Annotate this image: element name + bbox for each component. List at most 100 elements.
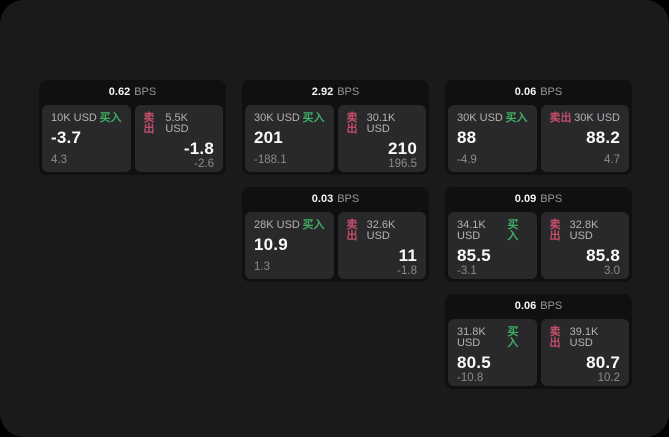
quote-card: 2.92 BPS 30K USD 买入 201 -188.1 卖出 30.1K … <box>242 80 429 175</box>
quote-panels: 34.1K USD 买入 85.5 -3.1 卖出 32.8K USD 85.8… <box>445 212 632 282</box>
sell-amount: 30K USD <box>574 112 620 124</box>
bps-value: 0.62 <box>108 86 131 98</box>
buy-panel[interactable]: 34.1K USD 买入 85.5 -3.1 <box>448 212 537 279</box>
sell-panel[interactable]: 卖出 39.1K USD 80.7 10.2 <box>540 319 629 386</box>
bps-unit-label: BPS <box>540 300 563 312</box>
buy-price: 85.5 <box>457 246 491 265</box>
quote-card: 0.62 BPS 10K USD 买入 -3.7 4.3 卖出 5.5K USD… <box>39 80 226 175</box>
sell-side-label: 卖出 <box>549 112 572 124</box>
sell-amount: 30.1K USD <box>366 112 396 135</box>
buy-panel-top: 10K USD 买入 <box>51 113 122 124</box>
buy-panel-top: 34.1K USD 买入 <box>457 220 528 242</box>
buy-amount: 34.1K USD <box>457 219 486 242</box>
card-header: 0.06 BPS <box>445 80 632 105</box>
sell-panel[interactable]: 卖出 5.5K USD -1.8 -2.6 <box>134 105 223 172</box>
sell-change: -1.8 <box>397 264 417 277</box>
sell-panel-top: 卖出 32.6K USD <box>347 220 418 242</box>
bps-unit-label: BPS <box>540 193 563 205</box>
sell-amount: 32.6K USD <box>366 219 396 242</box>
sell-change: 4.7 <box>604 153 620 166</box>
buy-panel-top: 30K USD 买入 <box>254 113 325 124</box>
buy-change: -188.1 <box>254 153 287 166</box>
bps-value: 0.06 <box>514 86 537 98</box>
sell-side-label: 卖出 <box>549 219 561 242</box>
buy-panel-top: 30K USD 买入 <box>457 113 528 124</box>
sell-price: -1.8 <box>183 139 214 158</box>
sell-price: 88.2 <box>586 128 620 147</box>
quote-panels: 31.8K USD 买入 80.5 -10.8 卖出 39.1K USD 80.… <box>445 319 632 389</box>
sell-amount: 32.8K USD <box>569 219 599 242</box>
buy-change: -10.8 <box>457 371 484 384</box>
buy-amount: 28K USD <box>254 219 300 231</box>
quote-panels: 28K USD 买入 10.9 1.3 卖出 32.6K USD 11 -1.8 <box>242 212 429 282</box>
sell-amount: 5.5K USD <box>165 112 189 135</box>
buy-panel[interactable]: 28K USD 买入 10.9 1.3 <box>245 212 334 279</box>
sell-change: -2.6 <box>194 157 214 170</box>
buy-side-label: 买入 <box>302 219 325 231</box>
bps-unit-label: BPS <box>540 86 563 98</box>
quote-panels: 10K USD 买入 -3.7 4.3 卖出 5.5K USD -1.8 -2.… <box>39 105 226 175</box>
buy-change: -3.1 <box>457 264 477 277</box>
sell-panel-top: 卖出 30.1K USD <box>347 113 418 135</box>
sell-panel-top: 卖出 30K USD <box>550 113 621 124</box>
buy-price: 88 <box>457 128 477 147</box>
bps-value: 2.92 <box>311 86 334 98</box>
quote-card: 0.06 BPS 31.8K USD 买入 80.5 -10.8 卖出 39.1… <box>445 294 632 389</box>
sell-panel-top: 卖出 32.8K USD <box>550 220 621 242</box>
buy-side-label: 买入 <box>505 112 528 124</box>
card-header: 0.09 BPS <box>445 187 632 212</box>
sell-price: 85.8 <box>586 246 620 265</box>
bps-value: 0.09 <box>514 193 537 205</box>
sell-panel-top: 卖出 5.5K USD <box>144 113 215 135</box>
buy-change: -4.9 <box>457 153 477 166</box>
buy-change: 1.3 <box>254 260 270 273</box>
sell-panel-top: 卖出 39.1K USD <box>550 327 621 349</box>
buy-panel[interactable]: 31.8K USD 买入 80.5 -10.8 <box>448 319 537 386</box>
buy-price: 80.5 <box>457 353 491 372</box>
bps-unit-label: BPS <box>337 193 360 205</box>
bps-value: 0.06 <box>514 300 537 312</box>
bps-unit-label: BPS <box>134 86 157 98</box>
buy-amount: 31.8K USD <box>457 326 486 349</box>
sell-side-label: 卖出 <box>346 112 358 135</box>
sell-panel[interactable]: 卖出 32.6K USD 11 -1.8 <box>337 212 426 279</box>
card-header: 0.03 BPS <box>242 187 429 212</box>
card-header: 0.62 BPS <box>39 80 226 105</box>
buy-panel[interactable]: 30K USD 买入 201 -188.1 <box>245 105 334 172</box>
quote-panels: 30K USD 买入 88 -4.9 卖出 30K USD 88.2 4.7 <box>445 105 632 175</box>
sell-change: 196.5 <box>388 157 417 170</box>
quote-card: 0.03 BPS 28K USD 买入 10.9 1.3 卖出 32.6K US… <box>242 187 429 282</box>
buy-amount: 30K USD <box>457 112 503 124</box>
sell-price: 80.7 <box>586 353 620 372</box>
sell-side-label: 卖出 <box>549 326 561 349</box>
sell-change: 10.2 <box>597 371 620 384</box>
buy-amount: 10K USD <box>51 112 97 124</box>
quote-card: 0.09 BPS 34.1K USD 买入 85.5 -3.1 卖出 32.8K… <box>445 187 632 282</box>
buy-side-label: 买入 <box>302 112 325 124</box>
buy-panel[interactable]: 10K USD 买入 -3.7 4.3 <box>42 105 131 172</box>
cards-grid: 0.62 BPS 10K USD 买入 -3.7 4.3 卖出 5.5K USD… <box>39 80 632 389</box>
quote-panels: 30K USD 买入 201 -188.1 卖出 30.1K USD 210 1… <box>242 105 429 175</box>
sell-panel[interactable]: 卖出 30K USD 88.2 4.7 <box>540 105 629 172</box>
buy-panel-top: 28K USD 买入 <box>254 220 325 231</box>
card-header: 2.92 BPS <box>242 80 429 105</box>
sell-panel[interactable]: 卖出 32.8K USD 85.8 3.0 <box>540 212 629 279</box>
buy-price: 201 <box>254 128 283 147</box>
bps-unit-label: BPS <box>337 86 360 98</box>
sell-price: 210 <box>388 139 417 158</box>
card-header: 0.06 BPS <box>445 294 632 319</box>
buy-price: -3.7 <box>51 128 82 147</box>
buy-panel[interactable]: 30K USD 买入 88 -4.9 <box>448 105 537 172</box>
quote-card: 0.06 BPS 30K USD 买入 88 -4.9 卖出 30K USD 8… <box>445 80 632 175</box>
bps-value: 0.03 <box>311 193 334 205</box>
buy-price: 10.9 <box>254 235 288 254</box>
sell-side-label: 卖出 <box>143 112 155 135</box>
buy-side-label: 买入 <box>507 219 519 242</box>
sell-panel[interactable]: 卖出 30.1K USD 210 196.5 <box>337 105 426 172</box>
sell-amount: 39.1K USD <box>569 326 599 349</box>
buy-change: 4.3 <box>51 153 67 166</box>
buy-side-label: 买入 <box>99 112 122 124</box>
buy-panel-top: 31.8K USD 买入 <box>457 327 528 349</box>
buy-amount: 30K USD <box>254 112 300 124</box>
